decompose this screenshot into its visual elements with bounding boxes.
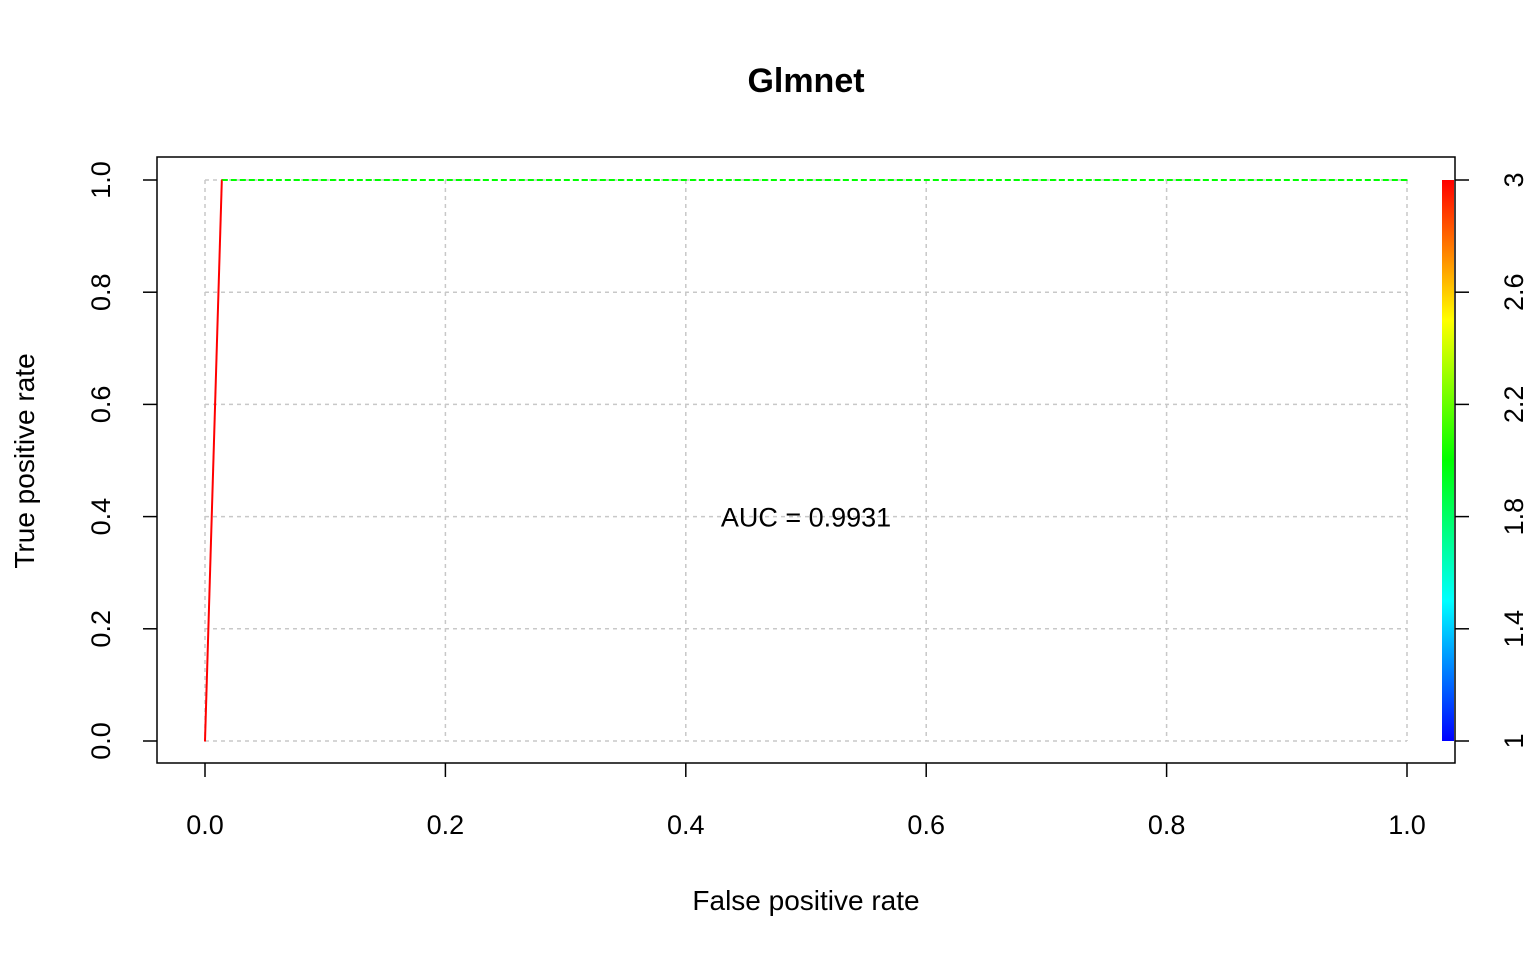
colorbar-tick-label: 2.2 (1499, 386, 1529, 424)
x-axis-label: False positive rate (692, 885, 919, 916)
plot-frame (156, 156, 1456, 764)
x-tick-label: 0.6 (907, 810, 945, 840)
roc-point (204, 740, 206, 742)
colorbar-tick-label: 3 (1499, 172, 1529, 187)
chart-title: Glmnet (747, 62, 864, 100)
roc-point (1406, 179, 1408, 181)
x-tick-label: 0.0 (186, 810, 224, 840)
y-tick-label: 0.0 (86, 722, 116, 760)
y-tick-label: 0.2 (86, 610, 116, 648)
x-tick-label: 0.2 (427, 810, 465, 840)
y-tick-label: 1.0 (86, 161, 116, 199)
colorbar-strip (1442, 180, 1454, 741)
grid-lines (204, 179, 1408, 742)
colorbar: 1 1.4 1.8 2.2 2.6 3 (1442, 172, 1529, 749)
colorbar-tick-label: 1 (1499, 733, 1529, 748)
roc-point (221, 179, 223, 181)
y-tick-label: 0.4 (86, 498, 116, 536)
colorbar-tick-label: 2.6 (1499, 273, 1529, 311)
colorbar-tick-label: 1.4 (1499, 610, 1529, 648)
auc-annotation: AUC = 0.9931 (721, 503, 891, 533)
y-tick-label: 0.6 (86, 386, 116, 424)
y-axis: 0.0 0.2 0.4 0.6 0.8 1.0 (86, 161, 157, 760)
x-tick-label: 0.8 (1148, 810, 1186, 840)
x-tick-label: 0.4 (667, 810, 705, 840)
y-axis-label: True positive rate (9, 353, 40, 568)
y-tick-label: 0.8 (86, 273, 116, 311)
roc-curve (204, 179, 1408, 742)
roc-segment (204, 179, 223, 742)
x-tick-label: 1.0 (1388, 810, 1426, 840)
colorbar-tick-label: 1.8 (1499, 498, 1529, 536)
x-axis: 0.0 0.2 0.4 0.6 0.8 1.0 (186, 763, 1426, 840)
